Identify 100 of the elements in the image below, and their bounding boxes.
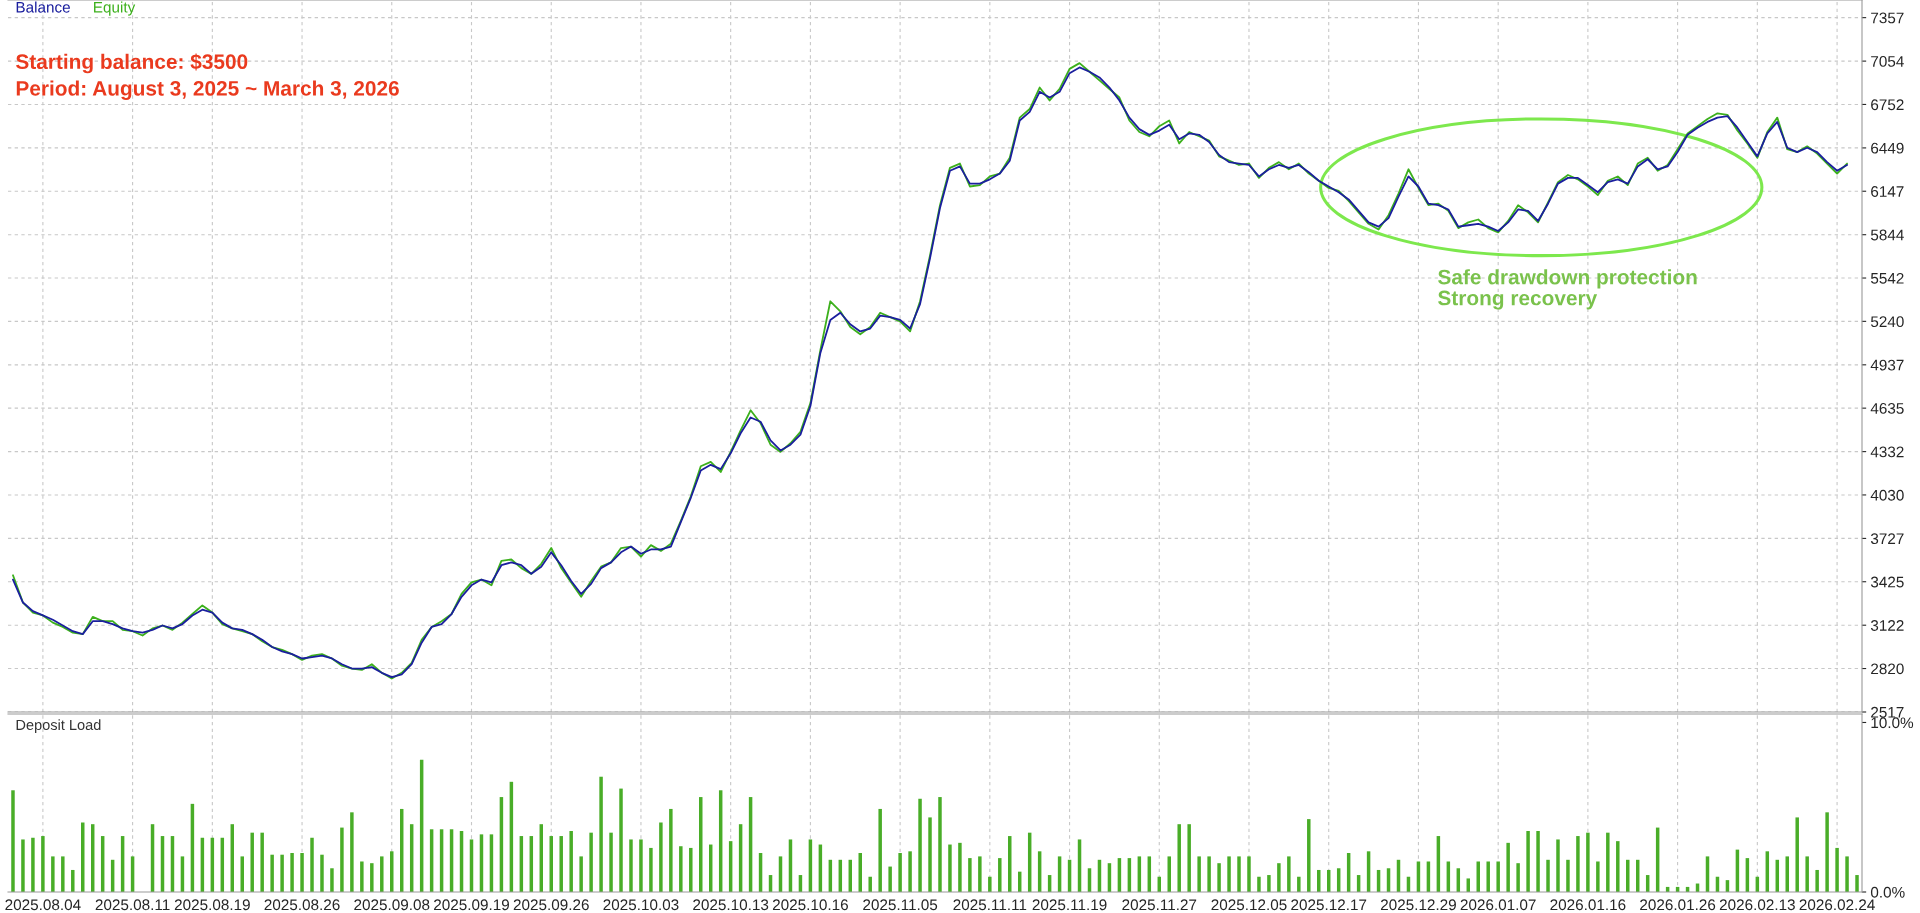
- bar: [1805, 856, 1809, 892]
- bar: [81, 822, 85, 892]
- bar: [320, 854, 324, 892]
- bar: [888, 866, 892, 892]
- text: Balance: [16, 1, 70, 13]
- bar: [878, 808, 882, 892]
- y-tick-label: 10.0%: [1871, 717, 1914, 729]
- y-tick-label: 3425: [1870, 576, 1904, 588]
- x-tick-label: 2025.12.29: [1380, 899, 1456, 911]
- y-tick-label: 7054: [1871, 55, 1904, 67]
- bar: [1845, 856, 1849, 892]
- y-tick-label: 6147: [1871, 186, 1904, 197]
- bar: [988, 876, 992, 892]
- bar: [569, 830, 573, 892]
- bar: [998, 858, 1002, 892]
- bar: [290, 853, 294, 892]
- bar: [1267, 875, 1271, 892]
- bar: [71, 869, 75, 892]
- bar: [300, 853, 304, 892]
- bar: [1626, 859, 1630, 892]
- bar: [1536, 830, 1540, 892]
- y-tick-label: 2517: [1871, 706, 1904, 718]
- x-tick-label: 2025.10.13: [693, 899, 769, 911]
- bar: [1247, 856, 1251, 892]
- bar: [31, 837, 35, 892]
- bar: [599, 776, 603, 892]
- bar: [1596, 861, 1600, 892]
- bar: [1257, 876, 1261, 892]
- y-tick-label: 7357: [1871, 12, 1904, 24]
- bar: [559, 836, 563, 892]
- bar: [1825, 812, 1829, 892]
- bar: [1556, 839, 1560, 892]
- y-tick-label: 4030: [1870, 489, 1904, 501]
- bar: [390, 851, 394, 892]
- bar: [51, 856, 55, 892]
- chart-title: Deposit Load: [16, 719, 101, 733]
- bar: [310, 837, 314, 892]
- bar: [260, 832, 264, 892]
- bar: [699, 797, 703, 892]
- bar: [1476, 861, 1480, 892]
- y-tick-label: 5844: [1870, 229, 1904, 241]
- annotation: Safe drawdown protection Strong recovery: [1438, 269, 1697, 310]
- text: Equity: [94, 1, 136, 16]
- bar: [1606, 832, 1610, 892]
- bar: [898, 853, 902, 892]
- bar: [958, 842, 962, 892]
- y-tick-label: 4332: [1870, 446, 1904, 458]
- x-tick-label: 2025.08.26: [264, 899, 340, 911]
- bar: [1546, 859, 1550, 892]
- x-tick-label: 2025.09.26: [513, 899, 589, 911]
- bar: [968, 858, 972, 892]
- x-tick-label: 2025.08.19: [174, 899, 250, 911]
- x-tick-label: 2025.12.17: [1291, 899, 1367, 911]
- bar: [41, 836, 45, 892]
- bar: [918, 798, 922, 892]
- x-tick-label: 2025.09.19: [434, 899, 510, 911]
- bar: [340, 827, 344, 892]
- x-tick-label: 2026.01.16: [1550, 899, 1626, 911]
- bar: [938, 797, 942, 892]
- bar: [1277, 863, 1281, 892]
- annotation: Starting balance: $3500: [16, 53, 248, 74]
- x-tick-label: 2026.01.26: [1640, 899, 1716, 911]
- y-tick-label: 5240: [1870, 316, 1904, 328]
- bar: [1177, 824, 1181, 892]
- bar: [549, 836, 553, 892]
- bar: [629, 839, 633, 892]
- bar: [928, 817, 932, 892]
- bar: [659, 822, 663, 892]
- y-tick-label: 4635: [1870, 403, 1904, 414]
- x-tick-label: 2025.11.27: [1122, 899, 1197, 911]
- x-tick-label: 2026.02.13: [1719, 899, 1795, 911]
- x-tick-label: 2025.11.19: [1032, 899, 1107, 911]
- bar: [1167, 856, 1171, 892]
- bar: [1496, 861, 1500, 892]
- bar: [1785, 856, 1789, 892]
- bar: [1835, 847, 1839, 892]
- y-tick-label: 3122: [1870, 620, 1904, 631]
- bar: [948, 844, 952, 892]
- bar: [589, 832, 593, 892]
- annotation: Period: August 3, 2025 ~ March 3, 2026: [16, 80, 399, 100]
- bar: [1297, 876, 1301, 892]
- bar: [649, 847, 653, 892]
- bar: [1227, 856, 1231, 892]
- x-tick-label: 2025.08.11: [95, 899, 170, 911]
- bar: [689, 847, 693, 892]
- y-tick-label: 3727: [1870, 533, 1904, 545]
- bar: [1237, 856, 1241, 892]
- bar: [639, 839, 643, 892]
- x-tick-label: 2025.10.03: [603, 899, 679, 911]
- bar: [1586, 832, 1590, 892]
- bar: [1576, 836, 1580, 892]
- bar: [250, 832, 254, 892]
- bar: [1616, 841, 1620, 892]
- bar: [679, 846, 683, 892]
- bar: [1008, 836, 1012, 892]
- y-tick-label: 6752: [1871, 99, 1904, 111]
- y-tick-label: 4937: [1870, 359, 1904, 371]
- x-tick-label: 2025.10.16: [772, 899, 848, 911]
- x-tick-label: 2025.11.05: [863, 899, 938, 911]
- bar: [1506, 842, 1510, 892]
